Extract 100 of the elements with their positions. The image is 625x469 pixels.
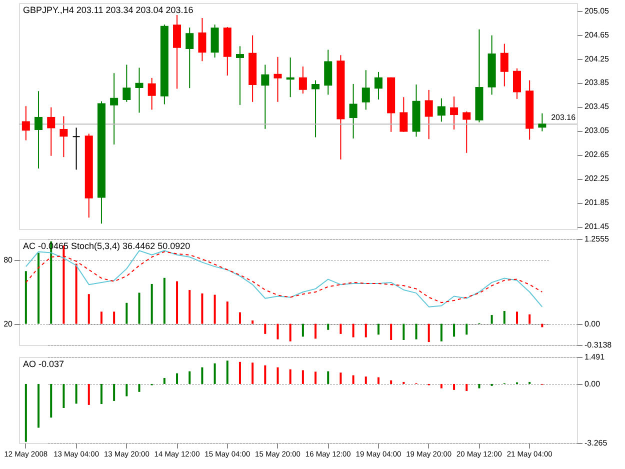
candlestick	[198, 17, 206, 62]
y-tick-label: 202.25	[584, 174, 610, 184]
bar	[440, 324, 442, 342]
bar	[113, 312, 116, 324]
candlestick	[512, 68, 521, 100]
bar	[440, 384, 442, 388]
y2-tick-label: 80	[4, 256, 14, 265]
bar	[150, 284, 153, 324]
bar	[163, 278, 166, 324]
y-tick-label: 204.65	[584, 30, 610, 40]
candlestick	[500, 43, 508, 87]
bar	[100, 384, 102, 404]
y-tick-label: 0.00	[584, 379, 601, 388]
bar	[252, 320, 254, 324]
candlestick	[462, 111, 471, 154]
bar	[302, 370, 304, 384]
bar	[340, 372, 342, 384]
y-tick-label: 1.2555	[584, 234, 610, 244]
bar	[503, 310, 506, 324]
bar	[453, 324, 456, 337]
bar	[88, 384, 90, 405]
candlestick	[324, 49, 332, 96]
candlestick	[349, 83, 358, 139]
candlestick	[298, 66, 307, 94]
y-tick-label: 201.45	[584, 222, 610, 232]
candlestick	[135, 67, 144, 114]
bar	[138, 384, 140, 392]
bar	[377, 324, 380, 335]
candlestick	[186, 27, 194, 89]
candlestick	[424, 89, 433, 140]
candlestick	[450, 96, 458, 130]
bar	[163, 378, 166, 384]
bar	[50, 384, 52, 418]
bar	[176, 373, 178, 384]
bar	[214, 363, 216, 384]
y-tick-label: 203.45	[584, 102, 610, 112]
y-tick-label: -0.3138	[584, 340, 612, 350]
bar	[453, 384, 456, 390]
candlestick	[110, 72, 118, 145]
bar	[138, 292, 140, 324]
y-tick-label: 201.85	[584, 198, 610, 208]
bar	[327, 324, 330, 330]
bar	[340, 324, 342, 334]
bar	[289, 324, 292, 342]
y-tick-label: 1.491	[584, 352, 606, 362]
bar	[62, 384, 65, 408]
bar	[226, 360, 228, 384]
bar	[188, 371, 191, 384]
bar	[100, 312, 102, 324]
bar	[24, 384, 27, 442]
bar	[415, 324, 418, 340]
y-tick-label: 0.00	[584, 319, 601, 328]
bar	[188, 290, 191, 324]
bar	[176, 281, 178, 324]
candlestick	[538, 112, 546, 132]
bar	[390, 324, 392, 340]
bar	[478, 384, 480, 388]
candlestick	[236, 46, 244, 106]
bar	[201, 293, 204, 324]
candlestick	[400, 96, 408, 132]
chart-title: AO -0.037	[23, 359, 64, 369]
bar	[327, 371, 330, 384]
candlestick	[362, 70, 370, 110]
ref-line-label: 203.16	[551, 113, 576, 122]
bar	[428, 324, 430, 342]
bar	[252, 362, 254, 384]
bar	[516, 312, 518, 324]
bar	[364, 324, 367, 338]
bar	[352, 324, 354, 338]
candlestick	[47, 106, 56, 156]
bar	[126, 302, 128, 324]
bar	[302, 324, 304, 337]
candlestick	[261, 64, 270, 130]
bar	[226, 302, 228, 324]
bar	[352, 375, 354, 384]
candlestick	[286, 57, 294, 98]
bar	[466, 324, 468, 335]
candlestick	[374, 71, 382, 100]
y-tick-label: 203.85	[584, 78, 610, 88]
bar	[466, 384, 468, 392]
candlestick	[34, 90, 43, 169]
y2-tick-label: 20	[4, 319, 14, 328]
bar	[88, 294, 90, 324]
bar	[38, 252, 40, 324]
bar	[264, 324, 266, 334]
candlestick	[72, 127, 80, 170]
bar	[402, 324, 405, 340]
bar	[201, 367, 204, 384]
bar	[289, 369, 292, 384]
bar	[113, 384, 116, 401]
bar	[238, 362, 241, 384]
bar	[264, 365, 266, 384]
bar	[24, 271, 27, 324]
y-tick-label: 205.05	[584, 6, 610, 16]
candlestick	[312, 80, 320, 138]
bar	[314, 372, 317, 384]
bar	[75, 384, 78, 404]
bar	[238, 312, 241, 324]
candlestick	[122, 64, 131, 102]
candlestick	[274, 56, 282, 102]
